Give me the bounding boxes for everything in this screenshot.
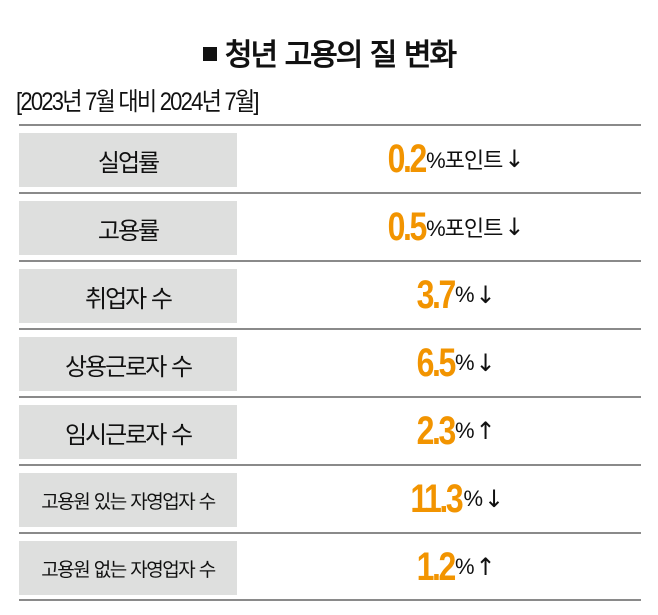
value-number: 0.2 xyxy=(388,136,428,181)
value-number: 0.5 xyxy=(388,204,428,249)
arrow-down-icon: ↓ xyxy=(504,213,525,241)
indicator-table: 실업률 0.2 %포인트 ↓ 고용률 0.5 %포인트 ↓ 취업자 수 3.7% ↓ 상용… xyxy=(19,124,641,601)
value-number: 1.2 xyxy=(417,544,457,589)
row-label: 고용률 xyxy=(19,201,237,255)
row-value: 0.2 %포인트 ↓ xyxy=(237,126,641,192)
value-number: 6.5 xyxy=(417,340,457,385)
row-value: 0.5 %포인트 ↓ xyxy=(237,194,641,260)
value-unit: % xyxy=(454,350,475,375)
title-text: 청년 고용의 질 변화 xyxy=(224,38,457,73)
chart-subtitle: [2023년 7월 대비 2024년 7월] xyxy=(16,88,260,116)
square-bullet-icon xyxy=(202,46,217,61)
arrow-down-icon: ↓ xyxy=(475,281,496,309)
table-row: 고용원 있는 자영업자 수 11.3% ↓ xyxy=(19,464,641,532)
table-row: 고용률 0.5 %포인트 ↓ xyxy=(19,192,641,260)
chart-title: 청년 고용의 질 변화 xyxy=(0,30,658,74)
table-row: 임시근로자 수 2.3% ↑ xyxy=(19,396,641,464)
row-label: 상용근로자 수 xyxy=(19,337,237,391)
value-unit: % xyxy=(454,554,475,579)
value-unit: % xyxy=(454,282,475,307)
arrow-down-icon: ↓ xyxy=(475,349,496,377)
value-number: 11.3 xyxy=(410,476,463,521)
table-row: 고용원 없는 자영업자 수 1.2% ↑ xyxy=(19,532,641,601)
value-unit: %포인트 xyxy=(426,148,503,173)
row-value: 6.5% ↓ xyxy=(237,330,641,396)
row-value: 3.7% ↓ xyxy=(237,262,641,328)
value-unit: % xyxy=(454,418,475,443)
row-label: 고용원 없는 자영업자 수 xyxy=(19,541,237,595)
value-unit: % xyxy=(463,486,483,511)
value-number: 2.3 xyxy=(417,408,457,453)
value-unit: %포인트 xyxy=(426,216,503,241)
arrow-down-icon: ↓ xyxy=(484,485,505,513)
arrow-down-icon: ↓ xyxy=(504,145,525,173)
row-label: 실업률 xyxy=(19,133,237,187)
arrow-up-icon: ↑ xyxy=(475,553,496,581)
row-value: 11.3% ↓ xyxy=(237,466,641,532)
table-row: 실업률 0.2 %포인트 ↓ xyxy=(19,124,641,192)
arrow-up-icon: ↑ xyxy=(475,417,496,445)
row-label: 취업자 수 xyxy=(19,269,237,323)
row-label: 고용원 있는 자영업자 수 xyxy=(19,473,237,527)
table-row: 취업자 수 3.7% ↓ xyxy=(19,260,641,328)
table-row: 상용근로자 수 6.5% ↓ xyxy=(19,328,641,396)
row-value: 1.2% ↑ xyxy=(237,534,641,600)
row-value: 2.3% ↑ xyxy=(237,398,641,464)
row-label: 임시근로자 수 xyxy=(19,405,237,459)
value-number: 3.7 xyxy=(417,272,457,317)
